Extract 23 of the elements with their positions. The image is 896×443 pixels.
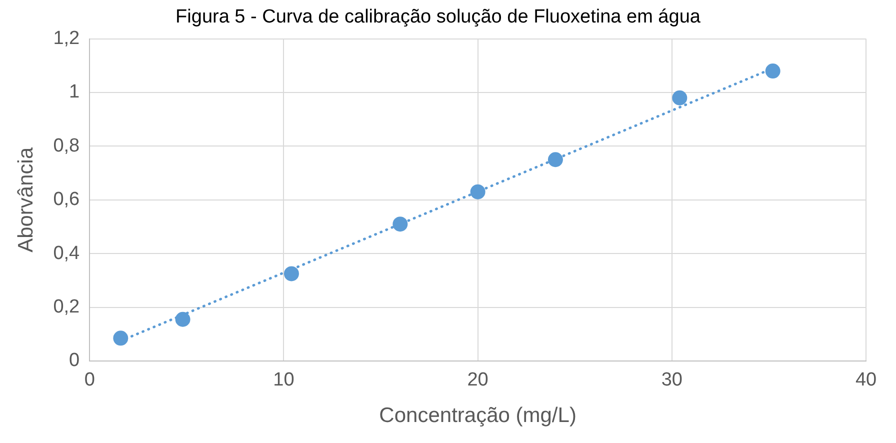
- point: [175, 312, 190, 327]
- x-tick-label: 20: [467, 370, 488, 391]
- y-tick-label: 0,8: [53, 135, 80, 156]
- y-axis-title: Aborvância: [14, 147, 38, 252]
- point: [548, 152, 563, 168]
- x-tick-label: 0: [84, 370, 95, 391]
- y-tick-label: 0,6: [53, 189, 80, 210]
- y-tick-label: 1,2: [53, 28, 80, 50]
- point: [765, 64, 780, 79]
- x-axis-title: Concentração (mg/L): [379, 404, 576, 428]
- point: [113, 330, 128, 346]
- x-tick-label: 40: [855, 370, 877, 391]
- point: [284, 266, 299, 282]
- y-tick-label: 0: [69, 350, 80, 372]
- chart-title: Figura 5 - Curva de calibração solução de Fluoxetina em água: [176, 6, 701, 28]
- point: [392, 216, 408, 232]
- y-tick-label: 1: [69, 82, 80, 103]
- point: [470, 184, 486, 200]
- point: [672, 90, 688, 106]
- x-tick-label: 30: [661, 370, 682, 391]
- y-tick-label: 0,4: [53, 242, 80, 264]
- y-tick-label: 0,2: [53, 296, 80, 318]
- x-tick-label: 10: [273, 370, 294, 391]
